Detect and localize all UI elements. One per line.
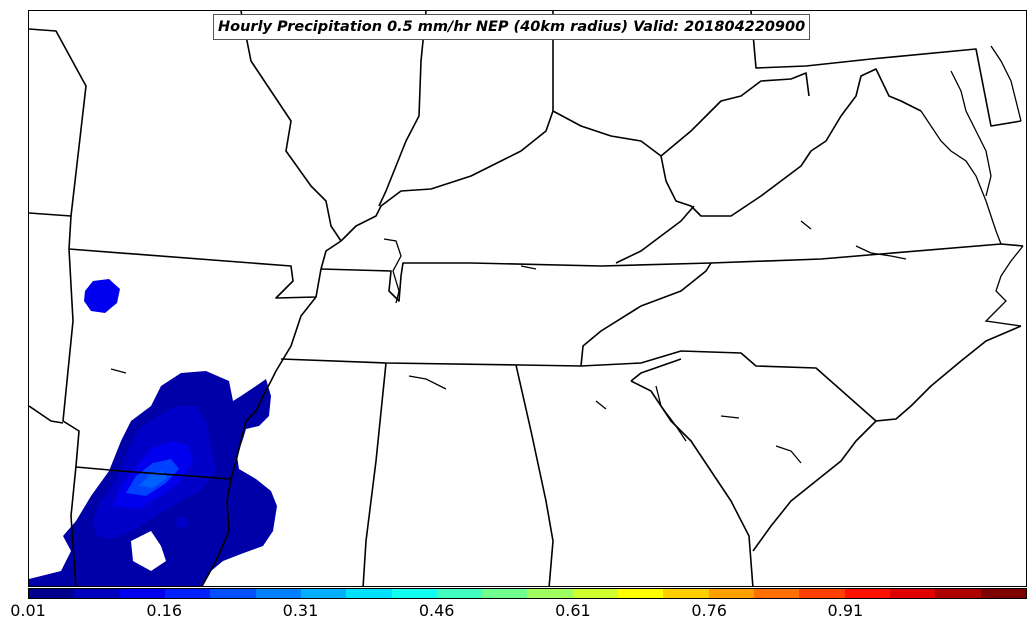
precip-region-hole <box>131 531 166 571</box>
colorbar-segment <box>164 589 211 598</box>
precip-region-dot <box>176 516 189 529</box>
colorbar-segment <box>119 589 165 598</box>
colorbar-tick-label: 0.61 <box>555 601 591 620</box>
precipitation-map <box>29 11 1024 586</box>
colorbar-segment <box>29 589 75 598</box>
colorbar-tick-label: 0.46 <box>418 601 455 620</box>
colorbar-tick-label: 0.31 <box>282 601 319 620</box>
colorbar-segment <box>799 589 845 598</box>
precip-region-small <box>84 279 120 313</box>
colorbar-tick-label: 0.91 <box>827 601 864 620</box>
colorbar-segment <box>74 589 120 598</box>
colorbar <box>28 588 1027 599</box>
colorbar-tick-labels: 0.01 0.16 0.31 0.46 0.61 0.76 0.91 <box>0 601 1036 625</box>
precip-shading <box>29 279 277 586</box>
colorbar-tick-label: 0.01 <box>10 601 46 620</box>
colorbar-segment <box>663 589 709 598</box>
colorbar-segment <box>300 589 347 598</box>
map-title: Hourly Precipitation 0.5 mm/hr NEP (40km… <box>213 14 811 40</box>
colorbar-segment <box>708 589 754 598</box>
colorbar-segment <box>618 589 664 598</box>
colorbar-segment <box>436 589 483 598</box>
state-borders <box>29 11 1024 586</box>
colorbar-segment <box>255 589 301 598</box>
colorbar-segment <box>754 589 800 598</box>
colorbar-segment <box>482 589 528 598</box>
colorbar-tick-label: 0.16 <box>146 601 183 620</box>
colorbar-segment <box>980 589 1026 598</box>
colorbar-segment <box>391 589 437 598</box>
map-panel <box>28 10 1027 587</box>
colorbar-segment <box>527 589 573 598</box>
colorbar-segment <box>572 589 619 598</box>
colorbar-tick-label: 0.76 <box>691 601 727 620</box>
colorbar-segment <box>889 589 936 598</box>
colorbar-segment <box>346 589 392 598</box>
colorbar-segment <box>844 589 890 598</box>
colorbar-segment <box>935 589 981 598</box>
coastline <box>110 45 1024 464</box>
precip-region-peak <box>139 471 167 488</box>
colorbar-segment <box>210 589 256 598</box>
